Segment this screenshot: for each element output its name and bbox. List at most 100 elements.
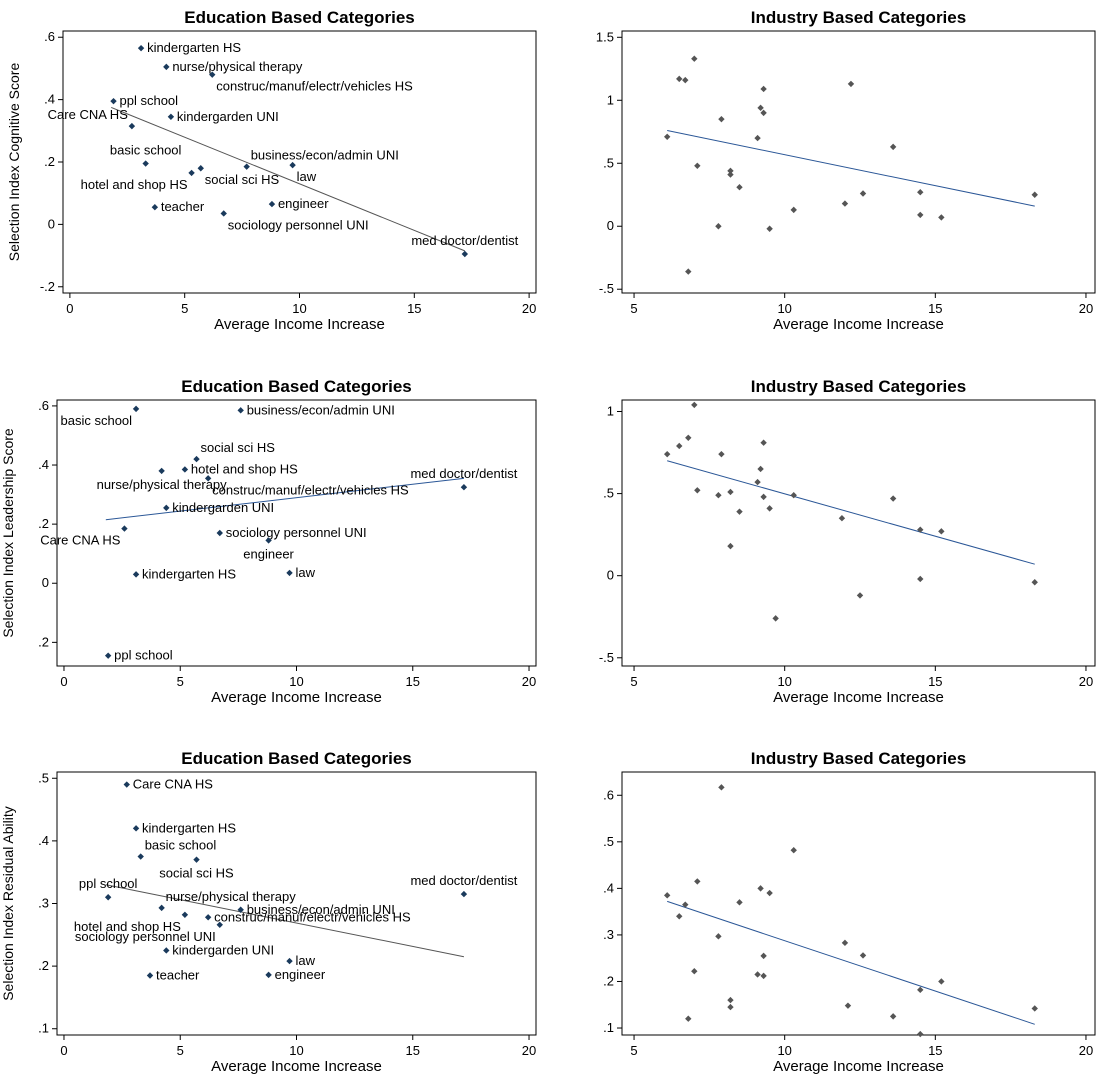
y-tick-label: 1 bbox=[607, 403, 614, 418]
data-point bbox=[663, 450, 671, 458]
data-point bbox=[727, 167, 734, 175]
fit-line bbox=[111, 106, 466, 252]
y-tick-label: -.5 bbox=[599, 650, 614, 665]
data-point bbox=[917, 986, 924, 994]
data-point bbox=[128, 122, 136, 130]
data-point bbox=[682, 901, 689, 908]
data-point bbox=[790, 847, 797, 854]
data-point-label: kindergarten HS bbox=[147, 40, 241, 55]
data-point-label: kindergarten HS bbox=[142, 820, 236, 835]
data-point-label: social sci HS bbox=[205, 172, 280, 187]
data-point bbox=[838, 515, 846, 522]
data-point-label: basic school bbox=[110, 143, 182, 158]
data-point bbox=[197, 165, 204, 172]
data-point-label: business/econ/admin UNI bbox=[251, 148, 399, 163]
data-point bbox=[889, 1013, 897, 1020]
y-tick-label: .5 bbox=[603, 834, 614, 849]
y-tick-label: .1 bbox=[603, 1020, 614, 1035]
x-axis-label: Average Income Increase bbox=[773, 689, 944, 706]
data-point bbox=[146, 972, 154, 979]
data-point bbox=[142, 160, 149, 167]
data-point bbox=[460, 483, 468, 491]
data-point bbox=[760, 952, 767, 960]
fit-line bbox=[667, 900, 1035, 1025]
data-point bbox=[676, 913, 683, 920]
data-point bbox=[938, 528, 945, 535]
fit-line bbox=[667, 130, 1035, 207]
data-point bbox=[158, 467, 165, 475]
data-point bbox=[760, 439, 767, 446]
chart-panel-6: Industry Based Categories Average Income … bbox=[603, 749, 1096, 1075]
data-point bbox=[917, 1030, 924, 1038]
x-axis-label: Average Income Increase bbox=[214, 316, 385, 333]
y-tick-label: .5 bbox=[603, 486, 614, 501]
y-tick-label: -.2 bbox=[40, 279, 55, 294]
x-tick-label: 20 bbox=[1079, 301, 1093, 316]
x-tick-label: 0 bbox=[60, 1043, 67, 1058]
fit-line bbox=[667, 460, 1035, 565]
data-point bbox=[772, 615, 779, 622]
data-point bbox=[859, 952, 867, 959]
data-point-label: teacher bbox=[156, 968, 200, 983]
data-point bbox=[663, 892, 671, 899]
data-point bbox=[204, 475, 212, 482]
y-axis-label: Selection Index Residual Ability bbox=[0, 806, 16, 1001]
data-point-label: ppl school bbox=[120, 93, 179, 108]
data-point bbox=[718, 450, 725, 458]
y-tick-label: .1 bbox=[38, 1021, 49, 1036]
data-point bbox=[158, 904, 165, 912]
y-tick-label: .2 bbox=[603, 973, 614, 988]
data-point bbox=[1031, 1005, 1038, 1012]
data-point bbox=[216, 529, 223, 537]
y-tick-label: .4 bbox=[603, 880, 614, 895]
data-point-label: sociology personnel UNI bbox=[226, 525, 367, 540]
data-point-label: hotel and shop HS bbox=[191, 461, 298, 476]
data-point bbox=[460, 890, 468, 898]
data-point bbox=[917, 526, 924, 533]
data-point bbox=[204, 914, 212, 921]
x-tick-label: 5 bbox=[181, 301, 188, 316]
data-point bbox=[859, 190, 867, 197]
y-tick-label: .6 bbox=[603, 787, 614, 802]
plot-frame bbox=[621, 399, 1096, 667]
data-point-label: med doctor/dentist bbox=[410, 873, 517, 888]
y-tick-label: 0 bbox=[607, 218, 614, 233]
data-point bbox=[727, 996, 734, 1004]
x-tick-label: 5 bbox=[630, 301, 637, 316]
chart-title: Education Based Categories bbox=[184, 8, 415, 27]
x-tick-label: 10 bbox=[777, 1043, 791, 1058]
data-point bbox=[760, 972, 767, 980]
x-tick-label: 15 bbox=[407, 301, 421, 316]
data-point bbox=[243, 163, 250, 170]
data-point bbox=[938, 978, 945, 985]
data-point bbox=[766, 225, 773, 232]
chart-title: Industry Based Categories bbox=[751, 749, 966, 768]
x-tick-label: 0 bbox=[66, 301, 73, 316]
chart-title: Industry Based Categories bbox=[751, 377, 966, 396]
data-point bbox=[841, 200, 849, 207]
data-point-label: hotel and shop HS bbox=[81, 177, 188, 192]
y-axis-label: Selection Index Leadership Score bbox=[0, 428, 16, 638]
y-tick-label: .4 bbox=[38, 457, 49, 472]
data-point-label: engineer bbox=[243, 546, 294, 561]
data-point bbox=[727, 1003, 734, 1011]
data-point bbox=[757, 885, 764, 892]
x-tick-label: 20 bbox=[1079, 1043, 1093, 1058]
data-point bbox=[121, 525, 128, 532]
data-point-label: med doctor/dentist bbox=[411, 233, 518, 248]
x-tick-label: 20 bbox=[522, 301, 536, 316]
data-point bbox=[188, 169, 195, 177]
data-point bbox=[286, 957, 293, 965]
data-point bbox=[209, 71, 216, 78]
plot-frame bbox=[621, 771, 1096, 1036]
data-point bbox=[847, 80, 855, 88]
data-point bbox=[104, 652, 112, 659]
chart-title: Industry Based Categories bbox=[751, 8, 966, 27]
data-point bbox=[694, 487, 701, 494]
data-point bbox=[163, 63, 170, 71]
data-point bbox=[889, 495, 897, 502]
data-point-label: construc/manuf/electr/vehicles HS bbox=[212, 482, 409, 497]
data-point bbox=[1031, 579, 1038, 586]
x-tick-label: 20 bbox=[522, 674, 536, 689]
